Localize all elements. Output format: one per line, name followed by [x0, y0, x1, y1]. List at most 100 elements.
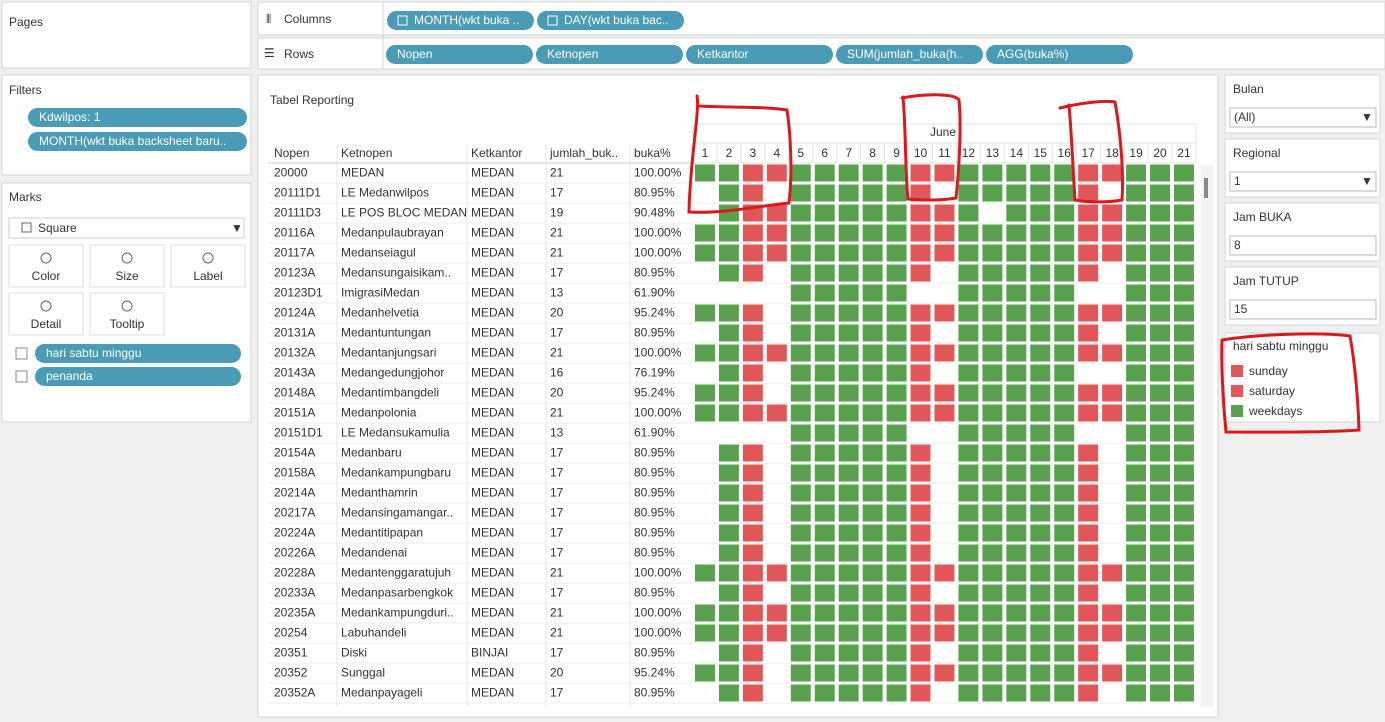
day-square	[1126, 584, 1147, 602]
marks-field-pill[interactable]: penanda	[35, 367, 241, 386]
field-icon	[15, 370, 28, 383]
day-square	[814, 604, 835, 622]
day-square	[695, 624, 715, 642]
day-square	[814, 404, 835, 422]
day-square	[934, 404, 955, 422]
marks-button[interactable]	[8, 292, 84, 336]
day-square	[790, 344, 811, 362]
filter-pill[interactable]: MONTH(wkt buka backsheet baru..	[28, 132, 247, 151]
cell-ketnopen: Medankampungbaru	[341, 466, 451, 480]
cell-ketkantor: MEDAN	[471, 586, 514, 600]
day-square	[1006, 264, 1027, 282]
cell-nopen: 20214A	[274, 486, 315, 500]
control-label: Bulan	[1233, 82, 1264, 96]
day-square	[718, 524, 739, 542]
day-square	[1150, 224, 1170, 242]
day-square	[886, 624, 907, 642]
cell-jumlah: 17	[550, 186, 564, 200]
control-field[interactable]	[1229, 107, 1377, 128]
day-square	[742, 184, 763, 202]
day-square	[1054, 484, 1075, 502]
column-pill[interactable]: MONTH(wkt buka ..	[387, 11, 534, 30]
card-title: Filters	[9, 83, 42, 97]
day-square	[910, 664, 931, 682]
day-square	[1174, 184, 1194, 202]
column-pill[interactable]: DAY(wkt buka bac..	[537, 11, 684, 30]
day-square	[718, 544, 739, 562]
day-square	[1174, 384, 1194, 402]
day-square	[1150, 664, 1170, 682]
day-square	[862, 624, 883, 642]
day-square	[934, 604, 955, 622]
marks-button[interactable]	[8, 244, 84, 288]
day-square	[910, 224, 931, 242]
day-square	[910, 464, 931, 482]
pill-bg	[35, 367, 241, 386]
day-square	[1054, 224, 1075, 242]
day-square	[1030, 544, 1051, 562]
control-field[interactable]	[1229, 299, 1377, 320]
scroll-thumb[interactable]	[1204, 178, 1208, 198]
scrollbar[interactable]	[1201, 165, 1213, 707]
day-square	[1030, 564, 1051, 582]
day-square	[1174, 664, 1194, 682]
day-square	[742, 304, 763, 322]
day-square	[886, 424, 907, 442]
day-square	[886, 204, 907, 222]
day-square	[838, 484, 859, 502]
day-square	[790, 324, 811, 342]
day-square	[982, 564, 1003, 582]
legend-swatch[interactable]	[1231, 385, 1243, 397]
day-square	[982, 664, 1003, 682]
day-square	[695, 384, 715, 402]
day-square	[1102, 564, 1123, 582]
day-square	[1006, 204, 1027, 222]
cell-buka: 100.00%	[634, 166, 682, 180]
marks-button[interactable]	[170, 244, 246, 288]
marks-field-pill[interactable]: hari sabtu minggu	[35, 344, 241, 363]
day-square	[1054, 644, 1075, 662]
marks-button[interactable]	[89, 244, 165, 288]
day-square	[862, 604, 883, 622]
legend-swatch[interactable]	[1231, 405, 1243, 417]
day-square	[1054, 244, 1075, 262]
marks-button[interactable]	[89, 292, 165, 336]
day-square	[814, 524, 835, 542]
day-square	[958, 324, 979, 342]
column-header: Ketkantor	[471, 146, 522, 160]
day-square	[958, 564, 979, 582]
day-square	[766, 604, 787, 622]
day-square	[1030, 284, 1051, 302]
pill-label: penanda	[46, 369, 93, 383]
day-square	[1006, 524, 1027, 542]
row-pill[interactable]: Nopen	[386, 45, 533, 64]
row-pill[interactable]: Ketnopen	[536, 45, 683, 64]
cell-nopen: 20117A	[274, 246, 314, 260]
cell-ketkantor: MEDAN	[471, 546, 514, 560]
mark-type-dropdown[interactable]	[8, 217, 245, 239]
row-pill[interactable]: AGG(buka%)	[986, 45, 1133, 64]
cell-ketkantor: MEDAN	[471, 226, 514, 240]
day-square	[1126, 244, 1147, 262]
control-field[interactable]	[1229, 235, 1377, 256]
cell-jumlah: 20	[550, 666, 564, 680]
cell-buka: 95.24%	[634, 386, 675, 400]
cell-nopen: 20352	[274, 666, 308, 680]
day-square	[982, 424, 1003, 442]
day-square	[982, 304, 1003, 322]
control-field[interactable]	[1229, 171, 1377, 192]
marks-button-label: Color	[32, 269, 61, 283]
legend-swatch[interactable]	[1231, 365, 1243, 377]
cell-ketkantor: MEDAN	[471, 626, 514, 640]
day-square	[1078, 644, 1099, 662]
row-pill[interactable]: Ketkantor	[686, 45, 833, 64]
cell-ketnopen: Medanbaru	[341, 446, 402, 460]
cell-ketnopen: MEDAN	[341, 166, 384, 180]
cell-nopen: 20235A	[274, 606, 315, 620]
day-square	[1006, 324, 1027, 342]
day-square	[1174, 684, 1194, 702]
day-square	[718, 644, 739, 662]
filter-pill[interactable]: Kdwilpos: 1	[28, 108, 247, 127]
day-square	[1030, 604, 1051, 622]
row-pill[interactable]: SUM(jumlah_buka(h..	[836, 45, 983, 64]
